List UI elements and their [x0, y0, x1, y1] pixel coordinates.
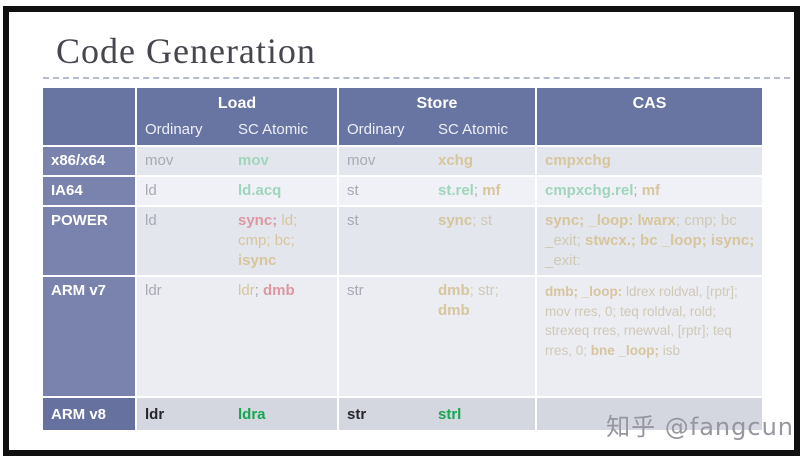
instruction-segment: ; [473, 182, 483, 199]
cell-store-sc: st.rel; mf [430, 175, 535, 205]
instruction-segment: bne _loop; [590, 342, 660, 358]
instruction-segment: ; [254, 282, 264, 299]
cell-load-sc: sync; ld; cmp; bc; isync [230, 205, 337, 275]
instruction-segment: ld [145, 212, 157, 229]
title-divider [43, 77, 790, 79]
cell-load-ord: ldr [135, 396, 230, 430]
instruction-segment: str [347, 406, 367, 423]
cell-load-sc: ldr; dmb [230, 275, 337, 396]
arch-label: ARM v7 [43, 275, 135, 396]
header-group-cas: CAS [535, 88, 762, 145]
slide-title: Code Generation [56, 31, 316, 71]
header-cas-label: CAS [632, 95, 667, 112]
instruction-segment: isb [659, 342, 681, 358]
cell-load-ord: ldr [135, 275, 230, 396]
header-load-ordinary: Ordinary [145, 121, 203, 138]
cell-store-ord: str [337, 275, 430, 396]
instruction-segment: st.rel [438, 182, 474, 199]
instruction-segment: mf [482, 182, 501, 199]
cell-cas: dmb; _loop: ldrex roldval, [rptr]; mov r… [535, 275, 762, 396]
instruction-segment: strl [438, 406, 462, 423]
instruction-segment: sync; [238, 212, 282, 229]
instruction-segment: ldr [238, 282, 255, 299]
instruction-segment: isync [238, 252, 277, 269]
instruction-segment: dmb [263, 282, 295, 299]
header-group-load: Load Ordinary SC Atomic [135, 88, 337, 145]
instruction-segment: _exit: [545, 252, 581, 269]
cell-store-sc: strl [430, 396, 535, 430]
cell-load-ord: ld [135, 205, 230, 275]
instruction-segment: dmb [438, 302, 470, 319]
header-group-store: Store Ordinary SC Atomic [337, 88, 535, 145]
instruction-segment: ldr [145, 406, 165, 423]
arch-label: x86/x64 [43, 145, 135, 175]
instruction-segment: mov [238, 152, 269, 169]
cell-cas [535, 396, 762, 430]
code-table: Load Ordinary SC Atomic Store Ordinary S… [43, 88, 762, 430]
instruction-segment: mov [145, 152, 174, 169]
header-load-sc-atomic: SC Atomic [238, 121, 309, 138]
cell-store-sc: sync; st [430, 205, 535, 275]
cell-store-ord: mov [337, 145, 430, 175]
cell-cas: cmpxchg [535, 145, 762, 175]
header-store-ordinary: Ordinary [347, 121, 405, 138]
arch-label: ARM v8 [43, 396, 135, 430]
cell-cas: cmpxchg.rel; mf [535, 175, 762, 205]
instruction-segment: ld.acq [238, 182, 282, 199]
instruction-segment: st [480, 212, 493, 229]
arch-label: POWER [43, 205, 135, 275]
cell-load-sc: mov [230, 145, 337, 175]
instruction-segment: ; str; [469, 282, 499, 299]
cell-store-ord: str [337, 396, 430, 430]
instruction-segment: ld [145, 182, 157, 199]
zhihu-watermark: 知乎 @fangcun [606, 413, 794, 441]
instruction-segment: sync; _loop: lwarx [545, 212, 676, 229]
instruction-segment: st [347, 212, 359, 229]
cell-load-ord: mov [135, 145, 230, 175]
instruction-segment: cmpxchg [545, 152, 611, 169]
header-store-label: Store [416, 95, 458, 112]
header-store-sc-atomic: SC Atomic [438, 121, 509, 138]
cell-load-ord: ld [135, 175, 230, 205]
instruction-segment: xchg [438, 152, 474, 169]
instruction-segment: mf [641, 182, 661, 199]
instruction-segment: ldra [238, 406, 266, 423]
instruction-segment: cmpxchg.rel [545, 182, 634, 199]
instruction-segment: dmb [438, 282, 470, 299]
table-corner-cell [43, 88, 135, 145]
instruction-segment: ld; cmp; bc; [238, 212, 298, 249]
instruction-segment: ldr [145, 282, 162, 299]
instruction-segment: dmb; _loop: [545, 284, 623, 299]
instruction-segment: ; [633, 182, 642, 199]
instruction-segment: ldrex roldval, [rptr]; mov rres, 0; teq … [545, 284, 738, 358]
cell-store-sc: dmb; str; dmb [430, 275, 535, 396]
cell-load-sc: ld.acq [230, 175, 337, 205]
cell-cas: sync; _loop: lwarx; cmp; bc _exit; stwcx… [535, 205, 762, 275]
instruction-segment: str [347, 282, 364, 299]
instruction-segment: ; [472, 212, 481, 229]
arch-label: IA64 [43, 175, 135, 205]
cell-load-sc: ldra [230, 396, 337, 430]
instruction-segment: stwcx.; bc _loop; isync; [585, 232, 755, 249]
cell-store-sc: xchg [430, 145, 535, 175]
cell-store-ord: st [337, 175, 430, 205]
header-load-label: Load [217, 95, 257, 112]
instruction-segment: sync [438, 212, 473, 229]
instruction-segment: st [347, 182, 359, 199]
instruction-segment: ; cmp; bc _exit; [545, 212, 737, 249]
instruction-segment: mov [347, 152, 376, 169]
cell-store-ord: st [337, 205, 430, 275]
